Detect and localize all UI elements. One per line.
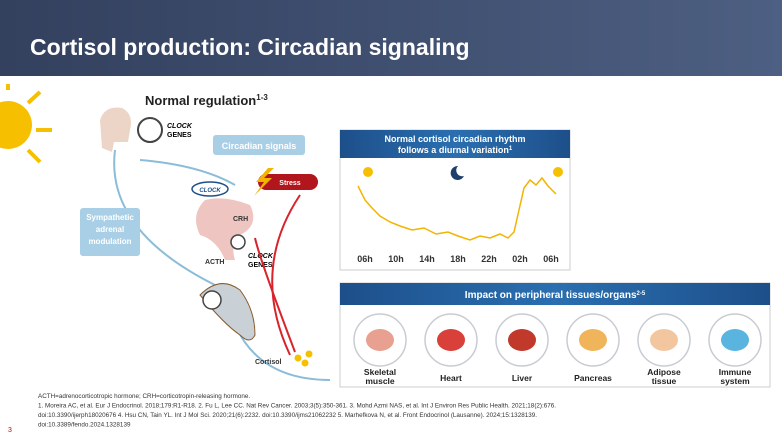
sun-icon bbox=[363, 167, 373, 177]
cortisol: Cortisol bbox=[255, 359, 282, 366]
tissue-icon bbox=[437, 329, 465, 351]
crh: CRH bbox=[233, 216, 248, 223]
genes-label: GENES bbox=[167, 132, 192, 139]
brain bbox=[196, 198, 254, 260]
feedback-arrow bbox=[271, 194, 301, 356]
sun bbox=[0, 84, 52, 164]
feedback-arrow bbox=[254, 237, 296, 353]
tissue-label: Immune bbox=[719, 367, 752, 377]
diagram-subtitle: Normal regulation1-3 bbox=[145, 93, 268, 108]
clock-icon bbox=[230, 234, 246, 250]
x-label: 14h bbox=[419, 254, 435, 264]
sympathetic-box bbox=[80, 208, 140, 256]
x-label: 10h bbox=[388, 254, 404, 264]
clock-icon bbox=[137, 117, 163, 143]
tissue-label: tissue bbox=[652, 376, 677, 386]
sympathetic-line: Sympathetic bbox=[86, 213, 134, 222]
arrow bbox=[139, 159, 236, 186]
tissue-icon bbox=[508, 329, 536, 351]
x-label: 22h bbox=[481, 254, 497, 264]
tissue-label: muscle bbox=[365, 376, 395, 386]
clock-badge-text: CLOCK bbox=[199, 188, 221, 194]
x-label: 18h bbox=[450, 254, 466, 264]
moon-icon bbox=[450, 165, 464, 180]
tissue-label: Adipose bbox=[647, 367, 681, 377]
tissue-icon bbox=[721, 329, 749, 351]
tissue-icon bbox=[366, 329, 394, 351]
x-labels: 06h 10h 14h 18h 22h 02h 06h bbox=[357, 254, 559, 264]
lightning bbox=[254, 168, 274, 196]
rhythm-title: Normal cortisol circadian rhythm bbox=[384, 134, 525, 144]
footnote: 1. Moreira AC, et al. Eur J Endocrinol. … bbox=[38, 403, 556, 410]
genes-label: GENES bbox=[248, 262, 273, 269]
page-number: 3 bbox=[8, 427, 12, 434]
acth: ACTH bbox=[205, 259, 224, 266]
footnote: ACTH=adrenocorticotropic hormone; CRH=co… bbox=[38, 393, 250, 400]
sympathetic-line: adrenal bbox=[96, 225, 124, 234]
stress-box bbox=[258, 174, 318, 190]
tissue-label: system bbox=[720, 376, 750, 386]
footnotes: ACTH=adrenocorticotropic hormone; CRH=co… bbox=[38, 393, 556, 429]
rhythm-header bbox=[340, 130, 570, 158]
rhythm-title: follows a diurnal variation1 bbox=[398, 145, 513, 155]
clock-icon bbox=[202, 290, 222, 310]
circadian-signals-box bbox=[213, 135, 305, 155]
sun-icon bbox=[553, 167, 563, 177]
clock-label: CLOCK bbox=[167, 123, 193, 130]
head bbox=[100, 107, 131, 152]
tissue-icon bbox=[650, 329, 678, 351]
cortisol-dots bbox=[294, 350, 313, 367]
cortisol-curve bbox=[357, 176, 557, 241]
clock-badge bbox=[191, 181, 229, 197]
x-label: 06h bbox=[543, 254, 559, 264]
tissue-label: Pancreas bbox=[574, 373, 612, 383]
sympathetic-line: modulation bbox=[88, 237, 131, 246]
footnote: doi:10.3390/ijerph18020676 4. Hsu CN, Ta… bbox=[38, 412, 537, 419]
impact-header bbox=[340, 283, 770, 305]
tissue-icon bbox=[579, 329, 607, 351]
x-label: 06h bbox=[357, 254, 373, 264]
impact-title: Impact on peripheral tissues/organs2-5 bbox=[465, 290, 646, 301]
footnote: doi:10.3389/fendo.2024.1328139 bbox=[38, 422, 131, 429]
tissue-label: Heart bbox=[440, 373, 462, 383]
header-band bbox=[0, 0, 782, 76]
circadian-signals: Circadian signals bbox=[222, 141, 297, 151]
x-label: 02h bbox=[512, 254, 528, 264]
tissue-label: Liver bbox=[512, 373, 533, 383]
tissue-label: Skeletal bbox=[364, 367, 396, 377]
stress: Stress bbox=[279, 180, 301, 187]
slide-title: Cortisol production: Circadian signaling bbox=[30, 34, 470, 60]
